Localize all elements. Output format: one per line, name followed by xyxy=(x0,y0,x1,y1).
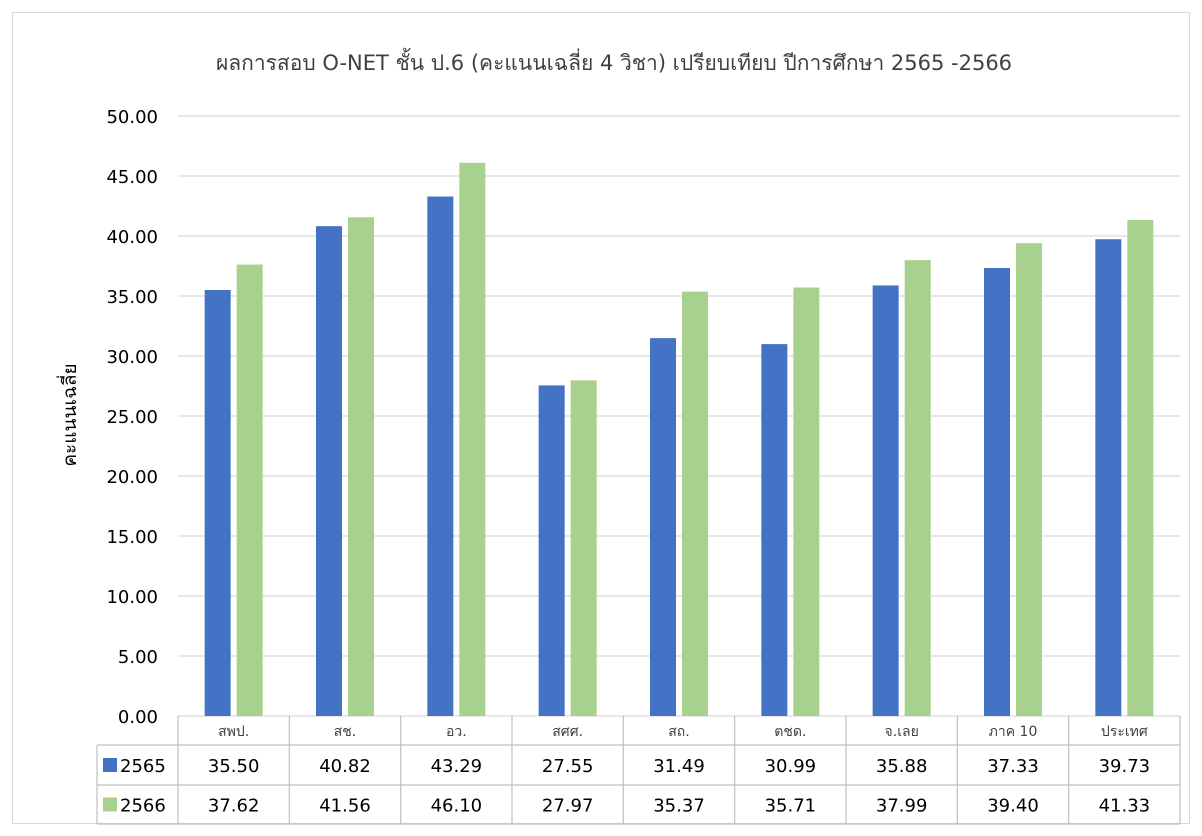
data-label-2566-7: 39.40 xyxy=(987,796,1039,817)
x-category-label: จ.เลย xyxy=(885,724,919,740)
y-tick-label: 25.00 xyxy=(106,407,158,428)
x-category-label: สศศ. xyxy=(552,724,583,740)
data-label-2566-2: 46.10 xyxy=(431,796,483,817)
bar-2565-8 xyxy=(1095,239,1122,717)
y-axis-label: คะแนนเฉลี่ย xyxy=(56,363,81,466)
bar-2566-8 xyxy=(1127,220,1154,717)
y-axis-ticks: 0.00 5.00 10.00 15.00 20.00 25.00 30.00 35.00 40… xyxy=(106,107,158,728)
y-tick-label: 50.00 xyxy=(106,107,158,128)
bar-2566-3 xyxy=(570,380,597,716)
data-label-2565-4: 31.49 xyxy=(653,756,705,777)
data-label-2565-2: 43.29 xyxy=(431,756,483,777)
bar-2565-3 xyxy=(538,385,565,716)
bar-2565-6 xyxy=(872,285,899,716)
x-category-label: สช. xyxy=(334,724,357,740)
bar-2566-0 xyxy=(236,264,263,716)
legend-swatch-2565 xyxy=(103,758,117,772)
data-label-2565-7: 37.33 xyxy=(987,756,1039,777)
chart-title: ผลการสอบ O-NET ชั้น ป.6 (คะแนนเฉลี่ย 4 ว… xyxy=(216,48,1012,75)
bar-2565-7 xyxy=(984,268,1010,716)
bar-2566-1 xyxy=(348,217,374,716)
data-label-2566-1: 41.56 xyxy=(319,796,371,817)
y-tick-label: 5.00 xyxy=(118,647,158,668)
bar-2566-2 xyxy=(459,162,486,717)
y-tick-label: 35.00 xyxy=(106,287,158,308)
data-table: สพป. สช. อว. สศศ. สถ. ตชด. จ.เลย ภาค 10 ประเทศ 25… xyxy=(96,716,1181,825)
data-label-2566-0: 37.62 xyxy=(208,796,260,817)
bar-2565-4 xyxy=(650,338,676,716)
legend-label-2566: 2566 xyxy=(120,796,166,817)
y-tick-label: 45.00 xyxy=(106,167,158,188)
data-label-2566-3: 27.97 xyxy=(542,796,594,817)
y-tick-label: 10.00 xyxy=(106,587,158,608)
data-label-2565-8: 39.73 xyxy=(1099,756,1151,777)
bar-2566-6 xyxy=(904,260,931,716)
data-label-2566-6: 37.99 xyxy=(876,796,928,817)
data-label-2565-6: 35.88 xyxy=(876,756,928,777)
data-label-2566-5: 35.71 xyxy=(765,796,817,817)
x-category-label: ประเทศ xyxy=(1101,724,1148,740)
x-category-label: อว. xyxy=(446,724,467,740)
bar-2565-5 xyxy=(761,344,788,716)
y-tick-label: 0.00 xyxy=(118,707,158,728)
y-tick-label: 30.00 xyxy=(106,347,158,368)
data-label-2565-5: 30.99 xyxy=(765,756,817,777)
y-tick-label: 20.00 xyxy=(106,467,158,488)
data-label-2566-4: 35.37 xyxy=(653,796,705,817)
bar-2566-7 xyxy=(1016,243,1042,716)
x-category-label: สถ. xyxy=(668,724,689,740)
bar-2566-4 xyxy=(682,291,708,716)
data-label-2565-3: 27.55 xyxy=(542,756,594,777)
x-category-label: สพป. xyxy=(218,724,249,740)
x-category-label: ภาค 10 xyxy=(989,724,1038,740)
y-tick-label: 15.00 xyxy=(106,527,158,548)
data-label-2565-0: 35.50 xyxy=(208,756,260,777)
legend-label-2565: 2565 xyxy=(120,756,166,777)
x-category-label: ตชด. xyxy=(774,724,806,740)
gridlines xyxy=(178,115,1180,717)
y-tick-label: 40.00 xyxy=(106,227,158,248)
bar-2566-5 xyxy=(793,287,820,716)
bar-2565-1 xyxy=(316,226,342,716)
legend-swatch-2566 xyxy=(103,797,117,812)
bar-2565-0 xyxy=(204,290,231,716)
bars xyxy=(204,162,1154,717)
data-label-2566-8: 41.33 xyxy=(1099,796,1151,817)
bar-2565-2 xyxy=(427,196,454,716)
data-label-2565-1: 40.82 xyxy=(319,756,371,777)
